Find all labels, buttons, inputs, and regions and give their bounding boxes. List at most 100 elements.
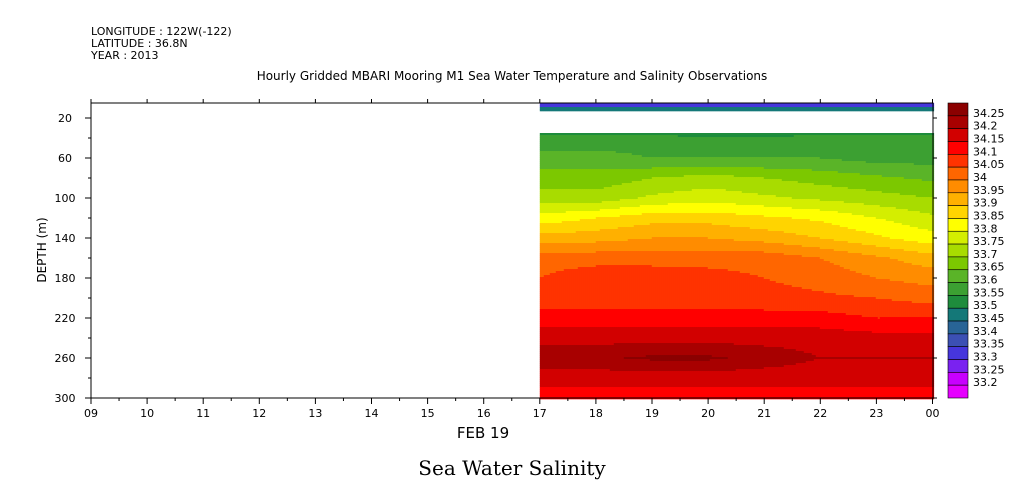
field-cell (545, 281, 549, 284)
field-cell (541, 373, 545, 376)
field-cell (591, 283, 595, 286)
field-cell (589, 165, 593, 168)
field-cell (547, 249, 551, 252)
field-cell (575, 183, 579, 186)
field-cell (569, 311, 573, 314)
field-cell (559, 199, 563, 202)
field-cell (599, 167, 603, 170)
field-cell (561, 285, 565, 288)
field-cell (547, 347, 551, 350)
field-cell (569, 325, 573, 328)
field-cell (571, 329, 575, 332)
field-cell (583, 381, 587, 384)
field-cell (587, 369, 591, 372)
field-cell (607, 259, 611, 262)
field-cell (543, 299, 547, 302)
field-cell (545, 287, 549, 290)
field-cell (587, 169, 591, 172)
field-cell (567, 395, 571, 398)
field-cell (571, 231, 575, 234)
field-cell (561, 343, 565, 346)
field-cell (609, 213, 613, 216)
field-cell (573, 281, 577, 284)
field-cell (539, 371, 543, 374)
field-cell (543, 313, 547, 316)
field-cell (547, 291, 551, 294)
field-cell (569, 173, 573, 176)
field-cell (565, 317, 569, 320)
field-cell (571, 349, 575, 352)
field-cell (567, 233, 571, 236)
field-cell (563, 311, 567, 314)
field-cell (539, 157, 543, 160)
field-cell (609, 375, 613, 378)
field-cell (577, 249, 581, 252)
field-cell (607, 153, 611, 156)
field-cell (589, 333, 593, 336)
field-cell (551, 221, 555, 224)
field-cell (545, 283, 549, 286)
field-cell (561, 203, 565, 206)
field-cell (591, 325, 595, 328)
field-cell (593, 147, 597, 150)
field-cell (545, 237, 549, 240)
field-cell (573, 293, 577, 296)
field-cell (589, 183, 593, 186)
field-cell (583, 289, 587, 292)
field-cell (597, 351, 601, 354)
field-cell (569, 157, 573, 160)
field-cell (575, 181, 579, 184)
field-cell (587, 187, 591, 190)
field-cell (589, 147, 593, 150)
field-cell (543, 385, 547, 388)
field-cell (555, 365, 559, 368)
field-cell (569, 207, 573, 210)
field-cell (599, 335, 603, 338)
field-cell (587, 389, 591, 392)
field-cell (545, 223, 549, 226)
field-cell (545, 189, 549, 192)
field-cell (563, 343, 567, 346)
field-cell (607, 327, 611, 330)
field-cell (575, 351, 579, 354)
field-cell (587, 185, 591, 188)
field-cell (591, 305, 595, 308)
field-cell (583, 215, 587, 218)
field-cell (559, 107, 563, 110)
field-cell (601, 251, 605, 254)
field-cell (587, 133, 591, 136)
field-cell (579, 295, 583, 298)
field-cell (543, 173, 547, 176)
field-cell (569, 219, 573, 222)
field-cell (611, 163, 615, 166)
field-cell (589, 385, 593, 388)
field-cell (593, 395, 597, 398)
field-cell (575, 299, 579, 302)
field-cell (545, 323, 549, 326)
field-cell (595, 253, 599, 256)
field-cell (589, 379, 593, 382)
field-cell (563, 165, 567, 168)
field-cell (583, 393, 587, 396)
field-cell (593, 215, 597, 218)
field-cell (551, 189, 555, 192)
field-cell (557, 189, 561, 192)
field-cell (567, 175, 571, 178)
field-cell (609, 169, 613, 172)
field-cell (559, 211, 563, 214)
field-cell (561, 303, 565, 306)
field-cell (603, 159, 607, 162)
field-cell (545, 367, 549, 370)
field-cell (575, 261, 579, 264)
field-cell (579, 267, 583, 270)
field-cell (547, 365, 551, 368)
field-cell (575, 135, 579, 138)
field-cell (577, 229, 581, 232)
field-cell (607, 325, 611, 328)
field-cell (581, 175, 585, 178)
field-cell (599, 363, 603, 366)
field-cell (565, 269, 569, 272)
field-cell (565, 107, 569, 110)
field-cell (563, 177, 567, 180)
field-cell (539, 297, 543, 300)
